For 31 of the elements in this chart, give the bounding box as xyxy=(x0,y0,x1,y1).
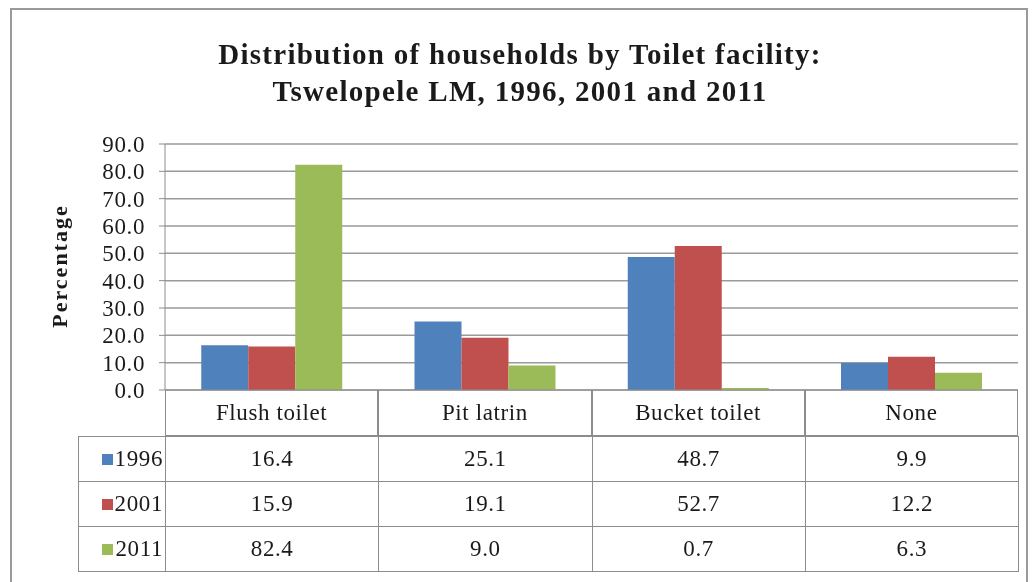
x-tick-label: None xyxy=(885,400,938,426)
y-tick-label: 20.0 xyxy=(102,323,145,349)
x-tick-label: Pit latrin xyxy=(441,400,528,426)
data-label: 9.0 xyxy=(378,526,593,572)
y-tick-label: 10.0 xyxy=(102,350,145,376)
x-tick-label: Bucket toilet xyxy=(635,400,762,426)
legend-label: 2001 xyxy=(114,491,163,517)
legend-label: 1996 xyxy=(114,446,163,472)
data-label: 0.7 xyxy=(591,526,806,572)
legend-label: 2011 xyxy=(115,536,163,562)
y-tick-label: 30.0 xyxy=(102,296,145,322)
y-tick-label: 80.0 xyxy=(102,159,145,185)
y-tick-label: 90.0 xyxy=(102,132,145,158)
data-label: 82.4 xyxy=(165,526,380,572)
data-label: 6.3 xyxy=(804,526,1019,572)
data-label: 9.9 xyxy=(804,436,1019,482)
x-tick-label: Flush toilet xyxy=(215,400,328,426)
y-tick-label: 0.0 xyxy=(114,378,145,404)
y-tick-label: 60.0 xyxy=(102,214,145,240)
data-label: 15.9 xyxy=(165,481,380,527)
y-tick-label: 70.0 xyxy=(102,186,145,212)
data-label: 16.4 xyxy=(165,436,380,482)
y-axis-title: Percentage xyxy=(47,204,73,328)
data-label: 48.7 xyxy=(591,436,806,482)
y-tick-label: 50.0 xyxy=(102,241,145,267)
data-label: 25.1 xyxy=(378,436,593,482)
data-label: 19.1 xyxy=(378,481,593,527)
chart-title: Distribution of households by Toilet facility: Tswelopele LM, 1996, 2001 and 2011 xyxy=(217,37,823,109)
y-tick-label: 40.0 xyxy=(102,268,145,294)
data-label: 52.7 xyxy=(591,481,806,527)
data-label: 12.2 xyxy=(804,481,1019,527)
